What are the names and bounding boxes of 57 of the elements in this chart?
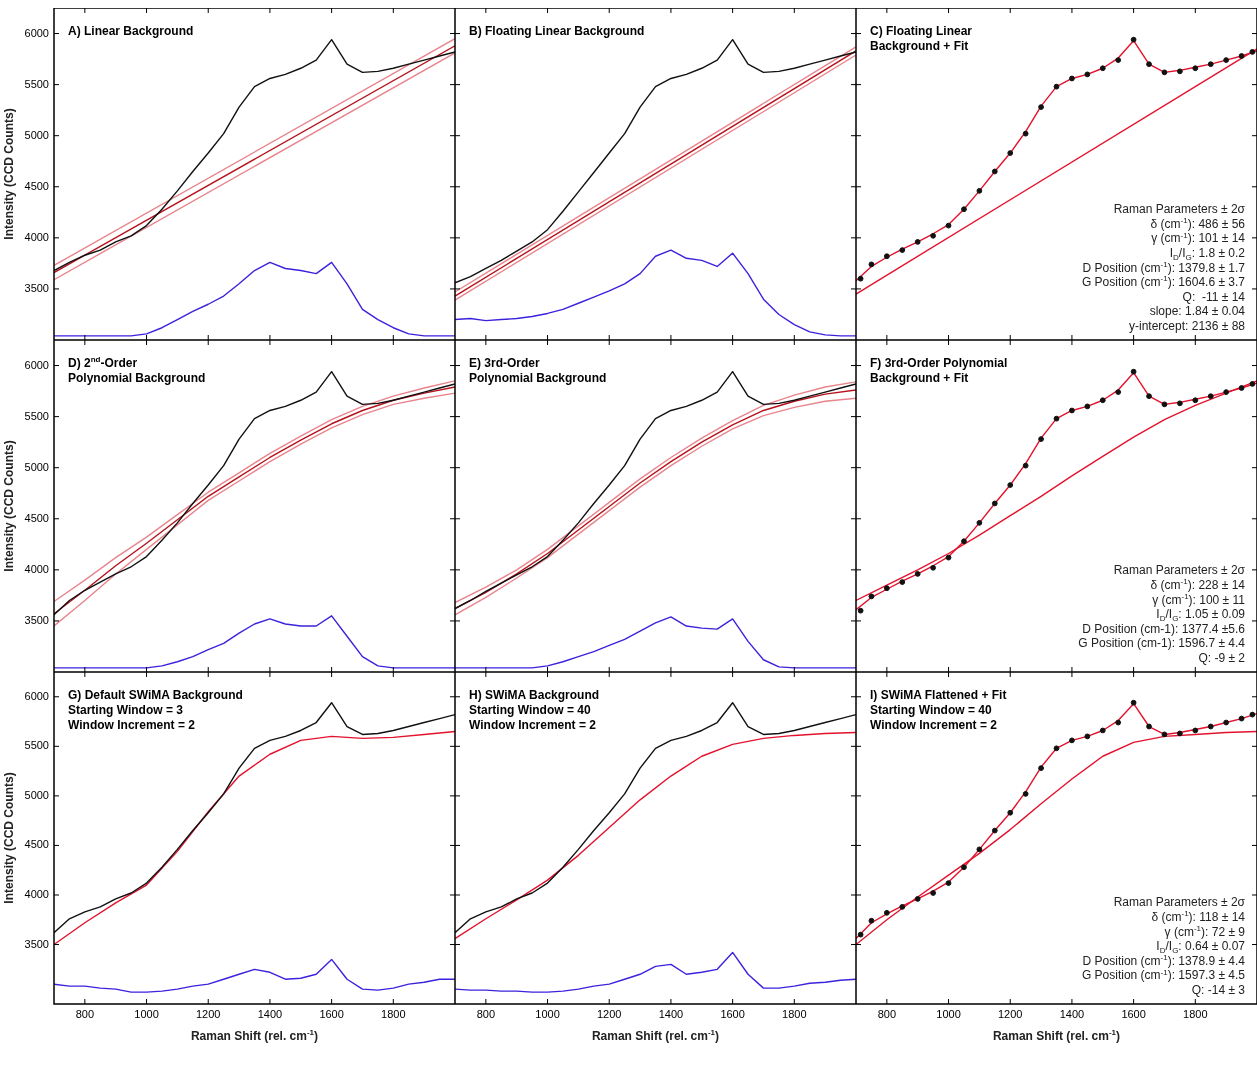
x-tick-label: 1000 xyxy=(134,1007,159,1020)
y-tick-label: 5500 xyxy=(24,77,49,90)
text: A) Linear Background xyxy=(68,24,194,38)
y-tick-label: 6000 xyxy=(24,26,49,39)
x-tick-label: 1600 xyxy=(1121,1007,1146,1020)
y-tick-label: 4000 xyxy=(24,562,49,575)
x-tick-label: 1800 xyxy=(782,1007,807,1020)
text: F) 3rd-Order Polynomial Background + Fit xyxy=(870,356,1008,385)
annotation: G Position (cm-1): 1596.7 ± 4.4 xyxy=(1078,636,1246,651)
annotation: Q: -9 ± 2 xyxy=(1198,651,1246,665)
y-tick-label: 5000 xyxy=(24,128,49,141)
annotation: Raman Parameters ± 2σ xyxy=(1113,202,1246,217)
annotation: D Position (cm-1): 1377.4 ±5.6 xyxy=(1082,621,1246,636)
y-tick-label: 5000 xyxy=(24,460,49,473)
annotation: Q: -11 ± 14 xyxy=(1182,289,1246,304)
x-tick-label: 1000 xyxy=(535,1007,560,1020)
x-tick-label: 1800 xyxy=(381,1007,406,1020)
y-axis-title: Intensity (CCD Counts) xyxy=(2,772,16,904)
y-tick-label: 4500 xyxy=(24,179,49,192)
x-tick-label: 800 xyxy=(877,1007,897,1020)
y-tick-label: 6000 xyxy=(24,689,49,702)
y-tick-label: 3500 xyxy=(24,613,49,626)
x-tick-label: 1400 xyxy=(257,1007,283,1020)
text: B) Floating Linear Background xyxy=(469,24,645,38)
text: E) 3rd-Order Polynomial Background xyxy=(469,356,607,385)
text: H) SWiMA Background Starting Window = 40 Window Increment = 2 xyxy=(469,688,600,732)
x-tick-label: 1400 xyxy=(658,1007,684,1020)
y-tick-label: 3500 xyxy=(24,281,49,294)
x-tick-label: 800 xyxy=(75,1007,95,1020)
y-tick-label: 4500 xyxy=(24,838,49,851)
y-tick-label: 6000 xyxy=(24,358,49,371)
y-tick-label: 5000 xyxy=(24,788,49,801)
x-tick-label: 1800 xyxy=(1183,1007,1208,1020)
x-tick-label: 800 xyxy=(476,1007,496,1020)
y-tick-label: 3500 xyxy=(24,937,49,950)
x-tick-label: 1600 xyxy=(319,1007,344,1020)
y-tick-label: 4000 xyxy=(24,888,49,901)
x-tick-label: 1200 xyxy=(195,1007,221,1020)
x-tick-label: 1400 xyxy=(1059,1007,1085,1020)
annotation: Q: -14 ± 3 xyxy=(1191,983,1246,997)
annotation: y-intercept: 2136 ± 88 xyxy=(1129,319,1246,333)
x-tick-label: 1600 xyxy=(720,1007,745,1020)
text: I) SWiMA Flattened + Fit Starting Window = 40 Window Increment = 2 xyxy=(870,688,1007,732)
x-tick-label: 1000 xyxy=(936,1007,961,1020)
annotation: Raman Parameters ± 2σ xyxy=(1113,895,1246,910)
text: G) Default SWiMA Background Starting Window = 3 Window Increment = 2 xyxy=(68,688,243,732)
x-tick-label: 1200 xyxy=(596,1007,622,1020)
annotation: slope: 1.84 ± 0.04 xyxy=(1149,304,1246,319)
y-axis-title: Intensity (CCD Counts) xyxy=(2,108,16,240)
y-tick-label: 5500 xyxy=(24,409,49,422)
x-tick-label: 1200 xyxy=(997,1007,1023,1020)
annotation: Raman Parameters ± 2σ xyxy=(1113,563,1246,578)
text: C) Floating Linear Background + Fit xyxy=(870,24,973,53)
y-tick-label: 5500 xyxy=(24,739,49,752)
y-tick-label: 4000 xyxy=(24,230,49,243)
y-axis-title: Intensity (CCD Counts) xyxy=(2,440,16,572)
y-tick-label: 4500 xyxy=(24,511,49,524)
